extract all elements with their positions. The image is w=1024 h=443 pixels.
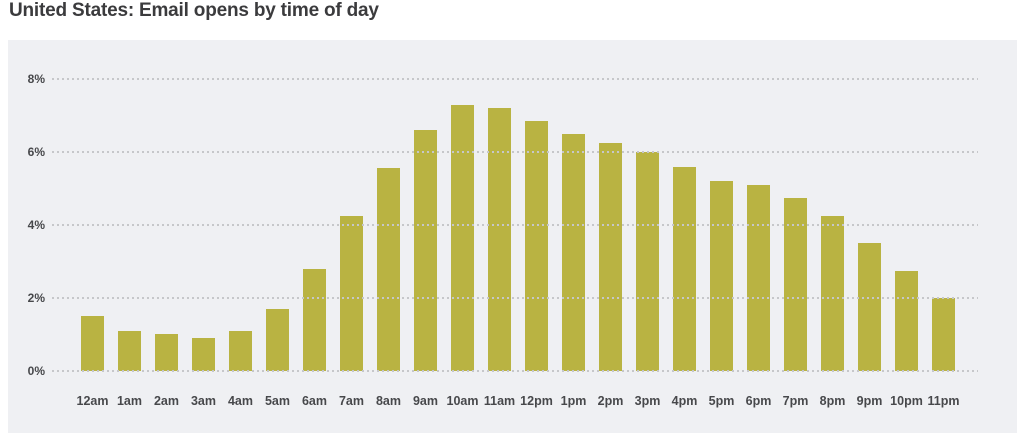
bar-8am (377, 168, 400, 371)
bar-7am (340, 216, 363, 371)
x-tick-label: 9am (412, 394, 439, 408)
plot-area: 12am 1am 2am 3am 4am 5am 6am 7am 8am 9am 10am 11am 1… (8, 40, 1017, 433)
x-tick-label: 1pm (560, 394, 587, 408)
y-tick-label: 8% (27, 72, 45, 86)
y-tick-label: 6% (27, 145, 45, 159)
bar-7pm (784, 198, 807, 371)
gridline (52, 370, 978, 372)
y-tick-label: 0% (27, 364, 45, 378)
x-tick-label: 9pm (856, 394, 883, 408)
x-tick-label: 10pm (890, 394, 923, 408)
bar-2am (155, 334, 178, 371)
x-tick-label: 6pm (745, 394, 772, 408)
x-tick-label: 12am (76, 394, 109, 408)
gridline (52, 297, 978, 299)
bar-3am (192, 338, 215, 371)
gridline (52, 224, 978, 226)
y-tick-label: 2% (27, 291, 45, 305)
x-tick-label: 10am (446, 394, 479, 408)
x-tick-label: 5am (264, 394, 291, 408)
x-tick-label: 5pm (708, 394, 735, 408)
x-tick-label: 11am (483, 394, 516, 408)
x-tick-label: 11pm (927, 394, 960, 408)
chart-panel: 12am 1am 2am 3am 4am 5am 6am 7am 8am 9am 10am 11am 1… (8, 40, 1017, 433)
bars-container (81, 71, 955, 371)
bar-12am (81, 316, 104, 371)
bar-4pm (673, 167, 696, 371)
bar-10pm (895, 271, 918, 371)
bar-8pm (821, 216, 844, 371)
bar-9am (414, 130, 437, 371)
x-tick-label: 6am (301, 394, 328, 408)
bar-6pm (747, 185, 770, 371)
x-tick-label: 2am (153, 394, 180, 408)
x-tick-label: 3am (190, 394, 217, 408)
x-axis-labels: 12am 1am 2am 3am 4am 5am 6am 7am 8am 9am 10am 11am 1… (74, 394, 962, 408)
bar-9pm (858, 243, 881, 371)
x-tick-label: 2pm (597, 394, 624, 408)
gridline (52, 151, 978, 153)
chart-title: United States: Email opens by time of da… (9, 0, 379, 21)
x-tick-label: 7pm (782, 394, 809, 408)
bar-1pm (562, 134, 585, 371)
bar-11pm (932, 298, 955, 371)
gridline (52, 78, 978, 80)
bar-1am (118, 331, 141, 371)
x-tick-label: 4am (227, 394, 254, 408)
x-tick-label: 8am (375, 394, 402, 408)
x-tick-label: 4pm (671, 394, 698, 408)
y-tick-label: 4% (27, 218, 45, 232)
bar-2pm (599, 143, 622, 371)
bar-10am (451, 105, 474, 371)
x-tick-label: 8pm (819, 394, 846, 408)
bar-12pm (525, 121, 548, 371)
bar-4am (229, 331, 252, 371)
bar-3pm (636, 152, 659, 371)
x-tick-label: 7am (338, 394, 365, 408)
bar-11am (488, 108, 511, 371)
bar-6am (303, 269, 326, 371)
x-tick-label: 3pm (634, 394, 661, 408)
x-tick-label: 12pm (520, 394, 553, 408)
bar-5am (266, 309, 289, 371)
x-tick-label: 1am (116, 394, 143, 408)
bar-5pm (710, 181, 733, 371)
